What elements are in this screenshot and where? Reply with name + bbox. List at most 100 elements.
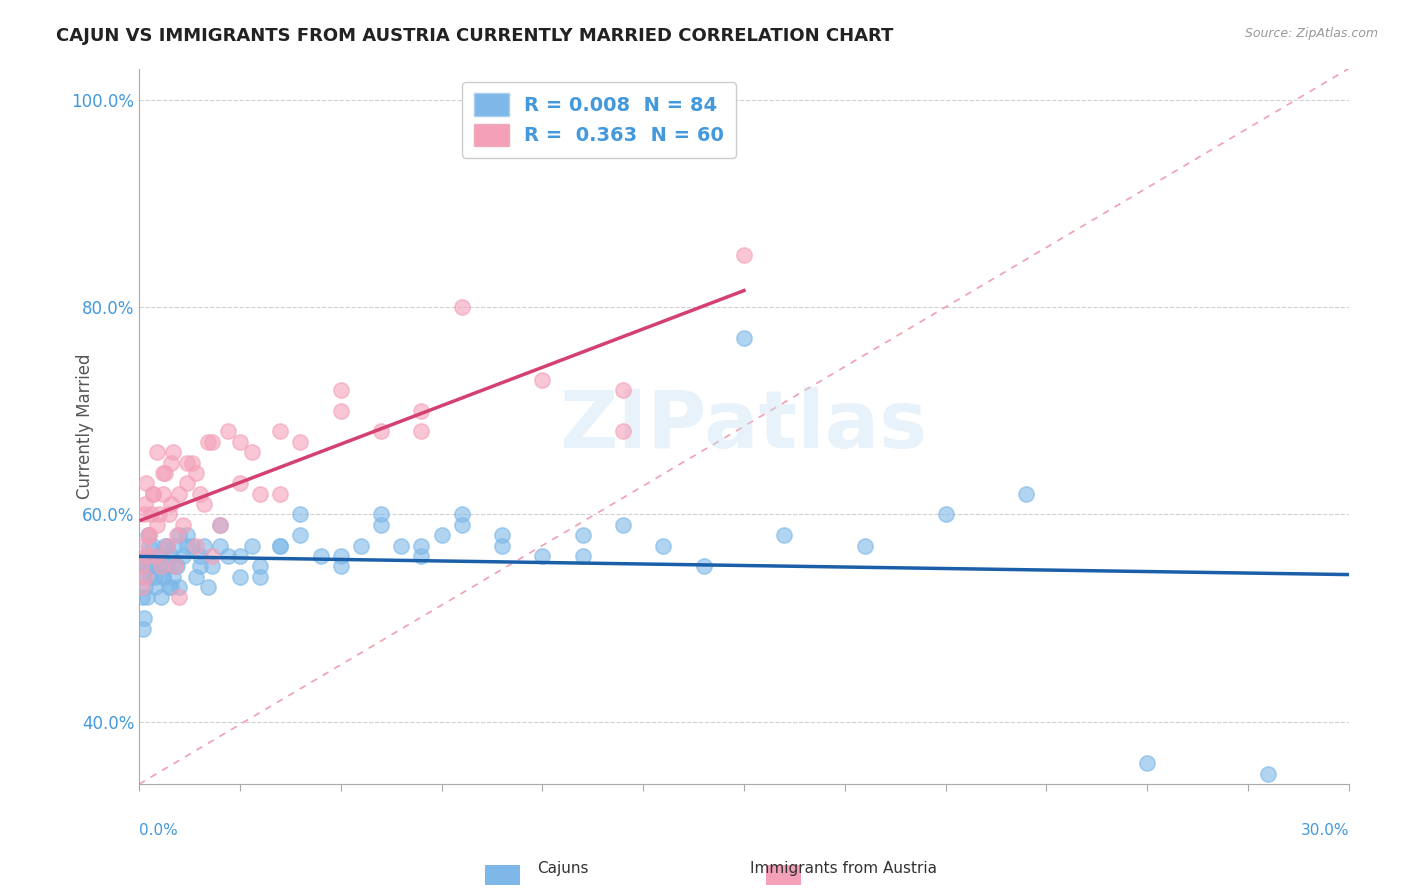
Point [491,528,513,542]
Point [160,549,183,563]
Point [152,569,174,583]
Point [329,559,352,574]
Point [612,425,634,439]
Point [853,539,876,553]
Point [136,549,159,563]
Point [169,591,191,605]
Point [197,580,219,594]
Text: 30.0%: 30.0% [1301,823,1348,838]
Point [150,591,173,605]
Point [155,466,177,480]
Point [138,528,160,542]
Point [172,549,194,563]
Point [152,466,174,480]
Point [612,517,634,532]
Point [155,539,177,553]
Point [229,476,252,491]
Point [143,569,166,583]
Point [389,539,412,553]
Text: Currently Married: Currently Married [76,353,94,499]
Point [169,486,191,500]
Point [129,559,152,574]
Point [411,425,433,439]
Point [290,434,312,449]
Point [571,528,593,542]
Point [142,539,165,553]
Point [146,549,169,563]
Point [141,559,163,574]
Point [132,611,155,625]
Point [217,425,239,439]
Point [249,486,271,500]
Point [184,569,207,583]
Point [188,559,211,574]
Point [146,445,169,459]
Point [176,539,198,553]
Point [208,517,231,532]
Point [184,539,207,553]
Point [531,373,554,387]
Point [201,549,224,563]
Point [208,517,231,532]
Point [229,549,252,563]
Point [152,569,174,583]
Point [169,580,191,594]
Point [157,580,180,594]
Point [269,539,291,553]
Legend: R = 0.008  N = 84, R =  0.363  N = 60: R = 0.008 N = 84, R = 0.363 N = 60 [463,82,735,158]
Point [148,549,170,563]
Point [135,476,157,491]
Point [134,569,156,583]
Point [309,549,332,563]
Text: Source: ZipAtlas.com: Source: ZipAtlas.com [1244,27,1378,40]
Point [136,528,159,542]
Point [184,466,207,480]
Point [180,456,202,470]
Point [249,559,271,574]
Point [172,517,194,532]
Point [450,508,472,522]
Point [612,383,634,397]
Point [733,331,755,345]
Point [162,569,184,583]
Point [652,539,675,553]
Point [269,539,291,553]
Point [132,569,155,583]
Point [229,434,252,449]
Point [165,559,187,574]
Point [1136,756,1159,771]
Point [450,517,472,532]
Point [217,549,239,563]
Point [692,559,714,574]
Point [1015,486,1038,500]
Point [148,508,170,522]
Point [329,549,352,563]
Point [176,476,198,491]
Point [131,591,153,605]
Point [193,539,215,553]
Point [142,486,165,500]
Point [269,486,291,500]
Text: CAJUN VS IMMIGRANTS FROM AUSTRIA CURRENTLY MARRIED CORRELATION CHART: CAJUN VS IMMIGRANTS FROM AUSTRIA CURRENT… [56,27,894,45]
Point [160,456,183,470]
Point [156,559,179,574]
Point [132,622,155,636]
Point [142,486,165,500]
Point [290,508,312,522]
Point [193,497,215,511]
Point [138,539,160,553]
Point [129,559,152,574]
Point [146,517,169,532]
Point [134,580,156,594]
Point [208,539,231,553]
Point [411,549,433,563]
Point [201,559,224,574]
Text: Cajuns: Cajuns [537,861,588,876]
Point [411,539,433,553]
Point [290,528,312,542]
Point [141,559,163,574]
Point [132,508,155,522]
Point [157,508,180,522]
Point [176,528,198,542]
Point [571,549,593,563]
